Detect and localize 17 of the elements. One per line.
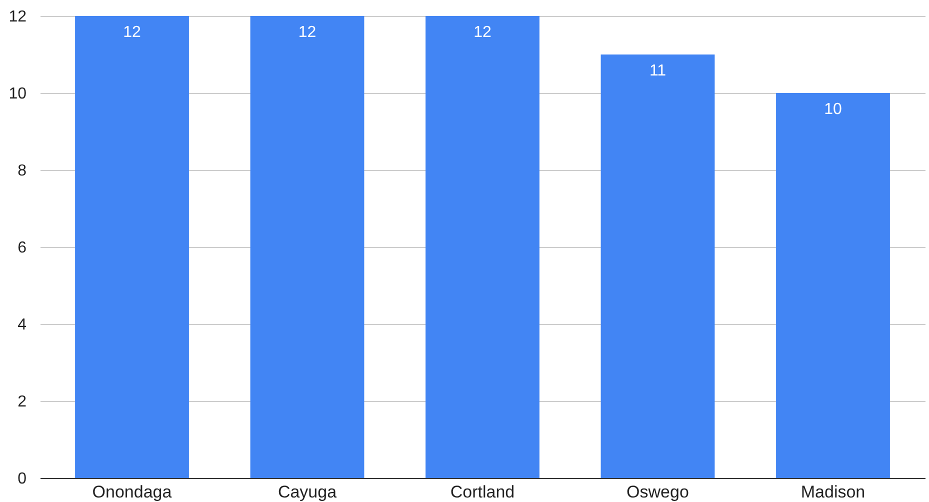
y-tick-label: 8 bbox=[18, 162, 27, 180]
x-tick-label: Onondaga bbox=[92, 482, 172, 502]
y-tick-label: 6 bbox=[18, 240, 27, 256]
x-tick-label: Madison bbox=[800, 482, 866, 502]
data-label: 12 bbox=[298, 24, 316, 41]
x-tick-label: Cayuga bbox=[278, 482, 338, 502]
x-tick-label: Oswego bbox=[626, 482, 689, 502]
data-label: 12 bbox=[474, 24, 492, 41]
y-tick-label: 10 bbox=[8, 86, 27, 102]
y-tick-label: 2 bbox=[18, 394, 27, 410]
data-label: 11 bbox=[649, 62, 666, 80]
x-tick-label: Cortland bbox=[450, 482, 515, 502]
data-label: 12 bbox=[123, 24, 142, 41]
y-tick-label: 0 bbox=[18, 470, 27, 488]
data-label: 10 bbox=[824, 101, 842, 118]
y-tick-label: 4 bbox=[18, 316, 27, 334]
y-tick-label: 12 bbox=[8, 8, 27, 26]
